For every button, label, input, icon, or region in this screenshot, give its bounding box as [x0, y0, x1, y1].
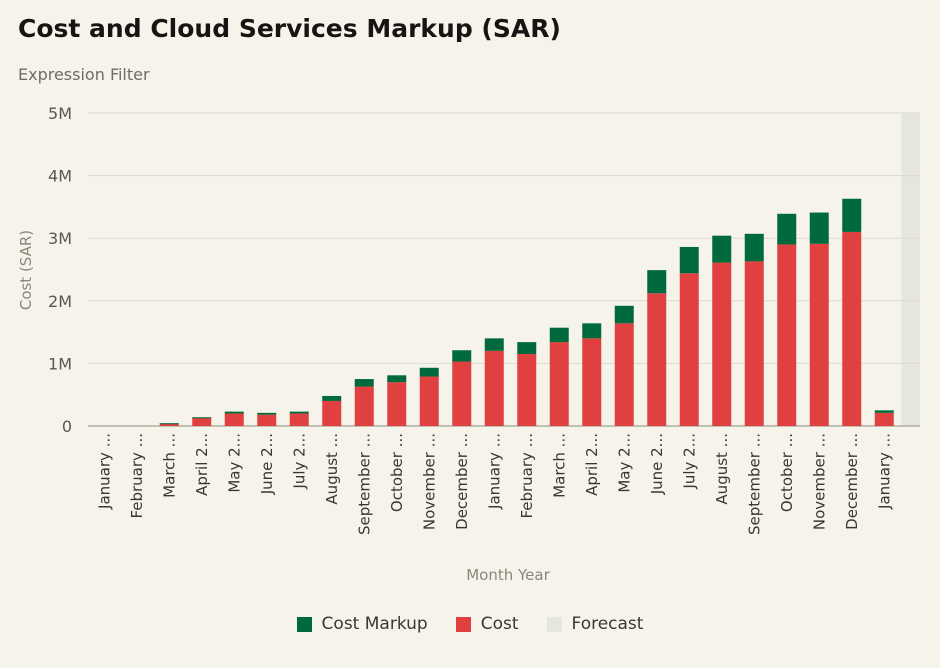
cost-swatch	[455, 616, 471, 632]
x-tick-label: May 2...	[225, 433, 243, 493]
x-tick-label: March ...	[550, 433, 568, 498]
bar-markup	[712, 235, 732, 263]
x-tick-label: May 2...	[615, 433, 633, 493]
bar-markup	[192, 417, 212, 419]
x-tick-label: October ...	[388, 433, 406, 512]
x-tick-label: February ...	[518, 433, 536, 519]
bar-markup	[354, 379, 374, 387]
x-tick-label: June 2...	[258, 433, 276, 495]
y-tick-label: 0	[62, 417, 72, 436]
bar-markup	[647, 270, 667, 294]
x-axis-title: Month Year	[466, 566, 550, 584]
bar-cost	[387, 382, 407, 426]
x-tick-label: June 2...	[648, 433, 666, 495]
bar-markup	[387, 375, 407, 383]
x-tick-label: November ...	[810, 433, 828, 530]
legend-label-markup: Cost Markup	[321, 614, 428, 634]
bar-markup	[419, 367, 439, 377]
legend-item-cost[interactable]: Cost	[455, 614, 519, 634]
bar-markup	[322, 395, 342, 401]
x-tick-label: December ...	[843, 433, 861, 530]
y-axis-title: Cost (SAR)	[17, 230, 35, 310]
x-tick-label: April 2...	[583, 433, 601, 496]
bar-markup	[679, 246, 699, 274]
bar-cost	[484, 350, 504, 426]
bar-cost	[452, 361, 472, 426]
bar-markup	[517, 342, 537, 355]
legend-label-forecast: Forecast	[571, 614, 644, 634]
x-tick-label: September ...	[355, 433, 373, 535]
forecast-region	[901, 113, 920, 426]
expression-filter-label: Expression Filter	[18, 65, 150, 84]
x-tick-label: March ...	[160, 433, 178, 498]
bar-chart: 0 1M 2M 3M 4M 5M Cost (SAR) January ... February…	[17, 104, 920, 584]
x-tick-label: August ...	[713, 433, 731, 505]
bar-markup	[452, 350, 472, 362]
bar-markup	[744, 233, 764, 262]
bar-cost	[354, 386, 374, 426]
bar-markup	[777, 213, 797, 245]
legend-item-markup[interactable]: Cost Markup	[296, 614, 428, 634]
forecast-swatch	[546, 616, 562, 632]
x-tick-label: December ...	[453, 433, 471, 530]
x-tick-label: April 2...	[193, 433, 211, 496]
bar-cost	[582, 338, 602, 426]
x-tick-label: August ...	[323, 433, 341, 505]
bar-markup	[289, 411, 309, 414]
bar-cost	[842, 231, 862, 426]
bar-cost	[517, 354, 537, 426]
x-tick-label: February ...	[128, 433, 146, 519]
bar-markup	[549, 327, 569, 343]
bar-cost	[419, 376, 439, 426]
chart-legend: Cost Markup Cost Forecast	[0, 614, 940, 634]
x-tick-label: January ...	[875, 433, 893, 510]
bar-cost	[809, 243, 829, 426]
x-tick-label: November ...	[420, 433, 438, 530]
markup-swatch	[296, 616, 312, 632]
bar-markup	[159, 423, 179, 425]
legend-item-forecast[interactable]: Forecast	[546, 614, 644, 634]
bar-cost	[679, 273, 699, 426]
bar-cost	[289, 413, 309, 426]
bar-markup	[842, 198, 862, 232]
x-tick-label: July 2...	[290, 433, 308, 490]
bar-cost	[647, 293, 667, 426]
bar-markup	[582, 323, 602, 339]
page-title: Cost and Cloud Services Markup (SAR)	[18, 14, 561, 43]
bar-cost	[159, 423, 179, 426]
bar-cost	[744, 261, 764, 426]
bar-markup	[614, 305, 634, 324]
bar-cost	[777, 244, 797, 426]
y-tick-label: 5M	[48, 104, 72, 123]
y-tick-label: 4M	[48, 167, 72, 186]
bar-cost	[549, 342, 569, 426]
bar-cost	[712, 262, 732, 426]
bar-markup	[809, 212, 829, 244]
y-tick-label: 2M	[48, 292, 72, 311]
bar-cost	[224, 413, 244, 426]
legend-label-cost: Cost	[480, 614, 519, 634]
x-tick-label: September ...	[745, 433, 763, 535]
bar-cost	[322, 400, 342, 426]
bar-cost	[874, 412, 894, 426]
y-tick-label: 1M	[48, 354, 72, 373]
bar-cost	[257, 414, 277, 426]
x-tick-label: July 2...	[680, 433, 698, 490]
y-tick-label: 3M	[48, 229, 72, 248]
x-tick-label: October ...	[778, 433, 796, 512]
bar-markup	[224, 411, 244, 414]
bar-cost	[192, 417, 212, 426]
bar-markup	[484, 338, 504, 351]
x-tick-label: January ...	[485, 433, 503, 510]
bar-markup	[257, 412, 277, 415]
x-tick-label: January ...	[95, 433, 113, 510]
bar-markup	[874, 410, 894, 413]
bar-cost	[614, 323, 634, 426]
